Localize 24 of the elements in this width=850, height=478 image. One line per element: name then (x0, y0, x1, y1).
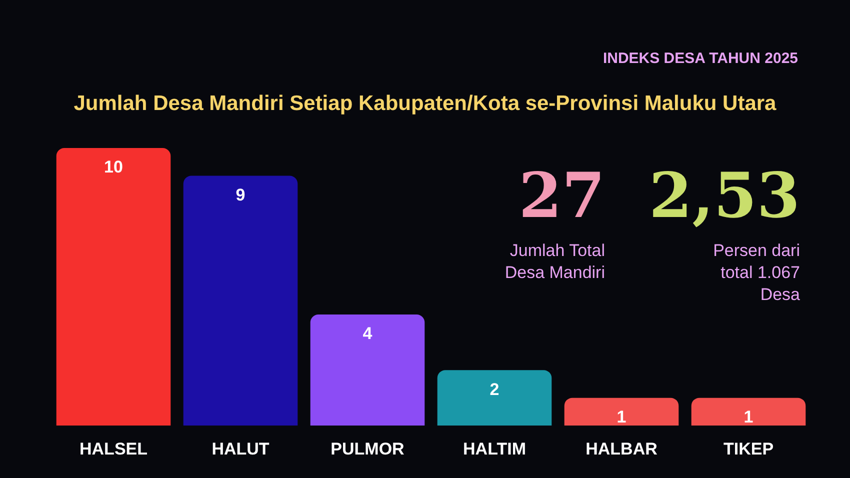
x-tick-label: PULMOR (330, 439, 404, 458)
bar (564, 398, 679, 426)
x-tick-label: HALTIM (463, 439, 526, 458)
data-label: 1 (616, 408, 626, 427)
x-tick-label: HALUT (212, 439, 270, 458)
chart-subtitle: INDEKS DESA TAHUN 2025 (602, 50, 798, 67)
chart-title: Jumlah Desa Mandiri Setiap Kabupaten/Kota se-Provinsi Maluku Utara (72, 92, 778, 116)
annotation: Persen dari total 1.067 Desa (712, 240, 800, 306)
x-tick-label: HALBAR (586, 439, 658, 458)
bar (691, 398, 806, 426)
data-label: 2 (490, 380, 500, 399)
x-tick-label: HALSEL (80, 439, 148, 458)
data-label: 4 (362, 324, 373, 344)
bar (310, 314, 425, 426)
bar (183, 176, 298, 426)
annotation: 27 (518, 159, 605, 232)
annotation: 2,53 (648, 159, 800, 232)
data-label: 1 (744, 408, 754, 427)
data-label: 10 (104, 158, 123, 177)
bar (437, 370, 552, 426)
data-label: 9 (236, 185, 246, 204)
bar (56, 148, 171, 426)
x-tick-label: TIKEP (723, 439, 774, 458)
annotation: Jumlah Total Desa Mandiri (504, 240, 605, 284)
